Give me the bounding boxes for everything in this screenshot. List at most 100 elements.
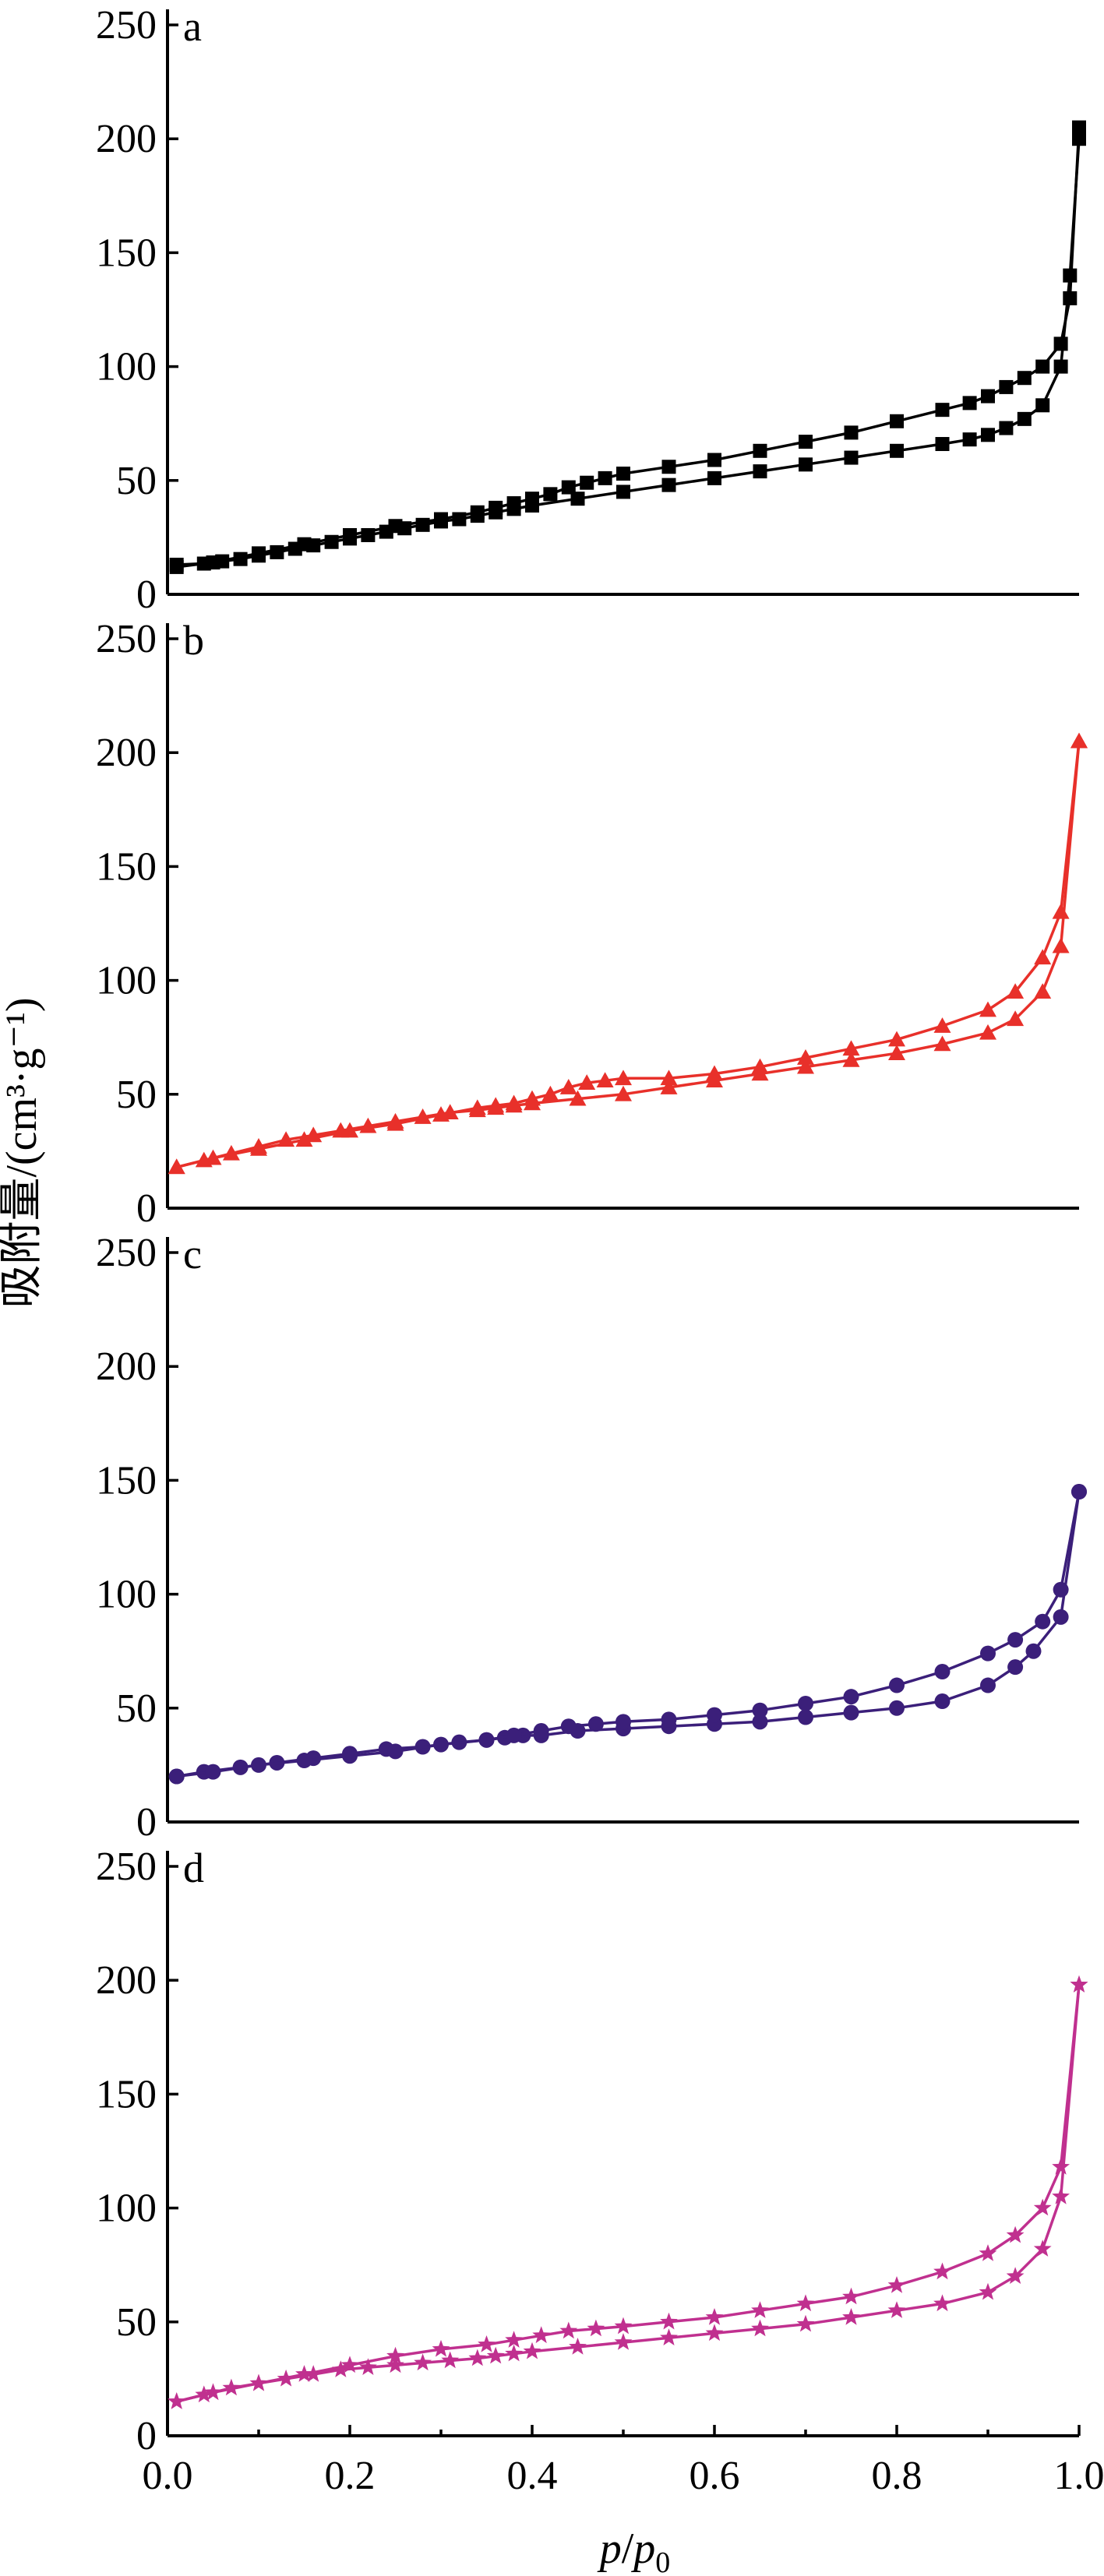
data-point bbox=[250, 1140, 267, 1156]
data-point bbox=[981, 389, 995, 403]
data-point bbox=[386, 1115, 404, 1131]
panel-b: 0 50 100 150 200 250 b bbox=[96, 617, 1088, 1231]
y-tick-label: 100 bbox=[96, 959, 157, 1003]
y-tick-label: 0 bbox=[136, 573, 157, 617]
y-tick-label: 250 bbox=[96, 617, 157, 661]
data-point bbox=[478, 2335, 496, 2352]
series-line bbox=[176, 127, 1081, 569]
series-line bbox=[176, 139, 1081, 566]
x-tick-label: 0.4 bbox=[507, 2454, 558, 2498]
data-point bbox=[751, 1058, 769, 1074]
data-point bbox=[570, 492, 585, 506]
data-point bbox=[979, 2282, 997, 2300]
data-point bbox=[578, 1074, 596, 1090]
data-point bbox=[796, 2314, 815, 2332]
data-point bbox=[386, 2346, 404, 2364]
y-tick-label: 100 bbox=[96, 2187, 157, 2231]
data-point bbox=[205, 1764, 221, 1780]
data-point bbox=[342, 1748, 358, 1764]
data-point bbox=[889, 1677, 905, 1693]
panel-label: b bbox=[183, 617, 204, 664]
data-point bbox=[1007, 1632, 1024, 1648]
y-tick-label: 150 bbox=[96, 1458, 157, 1503]
x-tick-label: 0.0 bbox=[143, 2454, 193, 2498]
y-tick-label: 100 bbox=[96, 1573, 157, 1617]
series-desorption bbox=[168, 732, 1088, 1175]
data-point bbox=[661, 460, 676, 474]
data-point bbox=[1053, 1609, 1069, 1625]
y-tick-label: 200 bbox=[96, 1344, 157, 1389]
data-point bbox=[489, 500, 503, 515]
data-point bbox=[505, 1094, 523, 1111]
data-point bbox=[797, 1049, 814, 1065]
y-tick-label: 150 bbox=[96, 844, 157, 889]
y-tick-label: 50 bbox=[116, 1686, 157, 1731]
data-point bbox=[889, 1700, 905, 1716]
panel-label: d bbox=[183, 1845, 204, 1891]
data-point bbox=[543, 487, 558, 502]
data-point bbox=[388, 519, 403, 534]
data-point bbox=[340, 2356, 359, 2373]
series-desorption bbox=[168, 1484, 1087, 1785]
data-point bbox=[1033, 2239, 1052, 2257]
data-point bbox=[934, 1664, 951, 1680]
data-point bbox=[532, 2326, 551, 2344]
data-point bbox=[888, 1031, 905, 1047]
data-point bbox=[533, 1723, 549, 1739]
data-point bbox=[979, 1001, 996, 1017]
data-point bbox=[478, 1732, 495, 1748]
data-point bbox=[1072, 120, 1086, 135]
series-desorption bbox=[169, 120, 1086, 574]
data-point bbox=[1052, 2158, 1070, 2175]
data-point bbox=[204, 1149, 222, 1165]
series-adsorption bbox=[168, 1484, 1087, 1785]
data-point bbox=[752, 1714, 768, 1730]
data-point bbox=[295, 2365, 313, 2382]
panel-a: 0 50 100 150 200 250 a bbox=[96, 3, 1086, 617]
data-point bbox=[798, 1695, 813, 1711]
data-point bbox=[168, 1768, 185, 1785]
y-tick-label: 150 bbox=[96, 2072, 157, 2116]
data-point bbox=[506, 496, 521, 511]
x-tick-label: 1.0 bbox=[1054, 2454, 1104, 2498]
data-point bbox=[933, 1017, 951, 1033]
data-point bbox=[168, 2392, 186, 2409]
data-point bbox=[523, 2342, 541, 2359]
data-point bbox=[1070, 732, 1088, 749]
data-point bbox=[270, 544, 284, 559]
data-point bbox=[1035, 398, 1050, 413]
data-point bbox=[962, 432, 977, 447]
x-axis: 0.0 0.2 0.4 0.6 0.8 1.0 bbox=[143, 2425, 1104, 2498]
data-point bbox=[844, 425, 859, 440]
data-point bbox=[1070, 1975, 1088, 1993]
data-point bbox=[1052, 2187, 1070, 2204]
data-point bbox=[561, 480, 576, 495]
y-tick-label: 200 bbox=[96, 1958, 157, 2003]
data-point bbox=[1025, 1643, 1042, 1659]
data-point bbox=[297, 537, 312, 551]
data-point bbox=[705, 2308, 724, 2325]
data-point bbox=[486, 2346, 505, 2364]
data-point bbox=[206, 555, 220, 570]
data-point bbox=[569, 1090, 587, 1106]
data-point bbox=[798, 1709, 813, 1725]
data-point bbox=[843, 1704, 859, 1721]
data-point bbox=[615, 1085, 632, 1101]
data-point bbox=[560, 1718, 577, 1735]
data-point bbox=[660, 2328, 678, 2345]
data-point bbox=[295, 1131, 313, 1147]
data-point bbox=[981, 428, 995, 442]
data-point bbox=[842, 1051, 860, 1067]
data-point bbox=[249, 2373, 268, 2391]
data-point bbox=[844, 450, 859, 465]
data-point bbox=[707, 1707, 722, 1723]
data-point bbox=[979, 2244, 997, 2261]
series-line bbox=[176, 1984, 1081, 2403]
data-point bbox=[1006, 2225, 1025, 2243]
data-point bbox=[251, 1757, 266, 1773]
data-point bbox=[296, 1753, 312, 1769]
data-point bbox=[1071, 1484, 1087, 1500]
series-adsorption bbox=[168, 1975, 1088, 2409]
data-point bbox=[1053, 1581, 1069, 1598]
data-point bbox=[525, 492, 539, 506]
